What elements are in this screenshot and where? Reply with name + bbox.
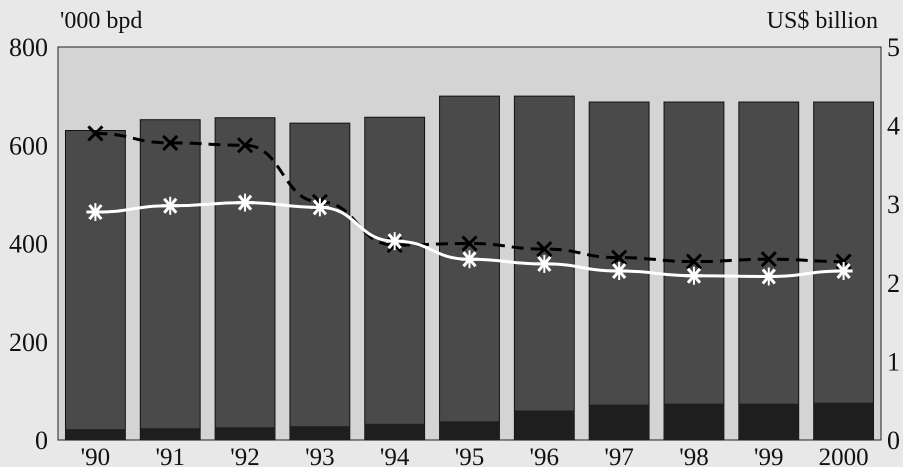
bar-inner	[664, 403, 724, 440]
right-tick-label: 1	[887, 347, 900, 376]
x-tick-label: '96	[530, 444, 560, 467]
left-tick-label: 400	[9, 230, 48, 259]
lines-layer	[86, 125, 853, 286]
left-tick-label: 800	[9, 33, 48, 62]
x-axis-ticks: '90 '91 '92 '93 '94 '95 '96 '97 '98 '99 2000	[81, 444, 869, 467]
series-line-dashed	[95, 131, 844, 264]
asterisk-marker	[310, 198, 329, 217]
x-marker	[536, 240, 553, 258]
x-tick-label: '94	[380, 444, 410, 467]
bar-inner	[589, 404, 650, 440]
right-tick-label: 3	[887, 190, 900, 219]
asterisk-marker	[610, 262, 629, 281]
asterisk-marker	[86, 203, 105, 222]
x-marker	[611, 249, 628, 266]
x-marker	[236, 137, 254, 154]
x-tick-label: 2000	[819, 444, 869, 467]
asterisk-marker	[535, 254, 554, 273]
bar-total	[64, 130, 126, 441]
x-tick-label: '92	[230, 444, 260, 467]
x-tick-label: '95	[455, 444, 485, 467]
bar-total	[214, 117, 276, 441]
bar-inner	[514, 410, 575, 440]
x-marker	[760, 251, 777, 268]
bar-inner	[738, 403, 799, 440]
bar-inner	[289, 426, 350, 440]
x-tick-label: '99	[754, 444, 784, 467]
left-axis-ticks: 0 200 400 600 800	[9, 33, 48, 455]
left-tick-label: 200	[9, 328, 48, 357]
asterisk-marker	[161, 196, 180, 215]
x-marker	[685, 253, 703, 270]
bar-inner	[813, 402, 874, 440]
bar-total	[364, 116, 426, 441]
bar-inner	[65, 429, 126, 440]
x-tick-label: '90	[81, 444, 111, 467]
left-tick-label: 0	[35, 426, 48, 455]
right-tick-label: 5	[887, 33, 900, 62]
bar-total	[289, 122, 351, 441]
bar-inner	[215, 427, 275, 440]
left-axis-label: '000 bpd	[60, 8, 142, 34]
asterisk-marker	[385, 232, 404, 251]
x-tick-label: '98	[679, 444, 709, 467]
asterisk-marker	[834, 262, 853, 281]
right-tick-label: 2	[887, 269, 900, 298]
right-tick-label: 4	[887, 112, 900, 141]
asterisk-marker	[460, 250, 479, 269]
right-tick-label: 0	[887, 426, 900, 455]
x-marker	[461, 235, 478, 252]
asterisk-marker	[236, 193, 255, 212]
left-tick-label: 600	[9, 131, 48, 160]
x-tick-label: '91	[155, 444, 185, 467]
asterisk-marker	[684, 266, 703, 285]
right-axis-ticks: 0 1 2 3 4 5	[887, 33, 900, 455]
bar-inner	[140, 428, 201, 440]
x-marker	[162, 134, 179, 151]
bar-inner	[439, 421, 500, 440]
x-tick-label: '97	[604, 444, 634, 467]
x-tick-label: '93	[305, 444, 335, 467]
right-axis-label: US$ billion	[767, 8, 878, 34]
bar-inner	[364, 423, 425, 440]
bar-total	[139, 119, 201, 441]
asterisk-marker	[759, 267, 778, 286]
x-marker	[87, 125, 104, 142]
